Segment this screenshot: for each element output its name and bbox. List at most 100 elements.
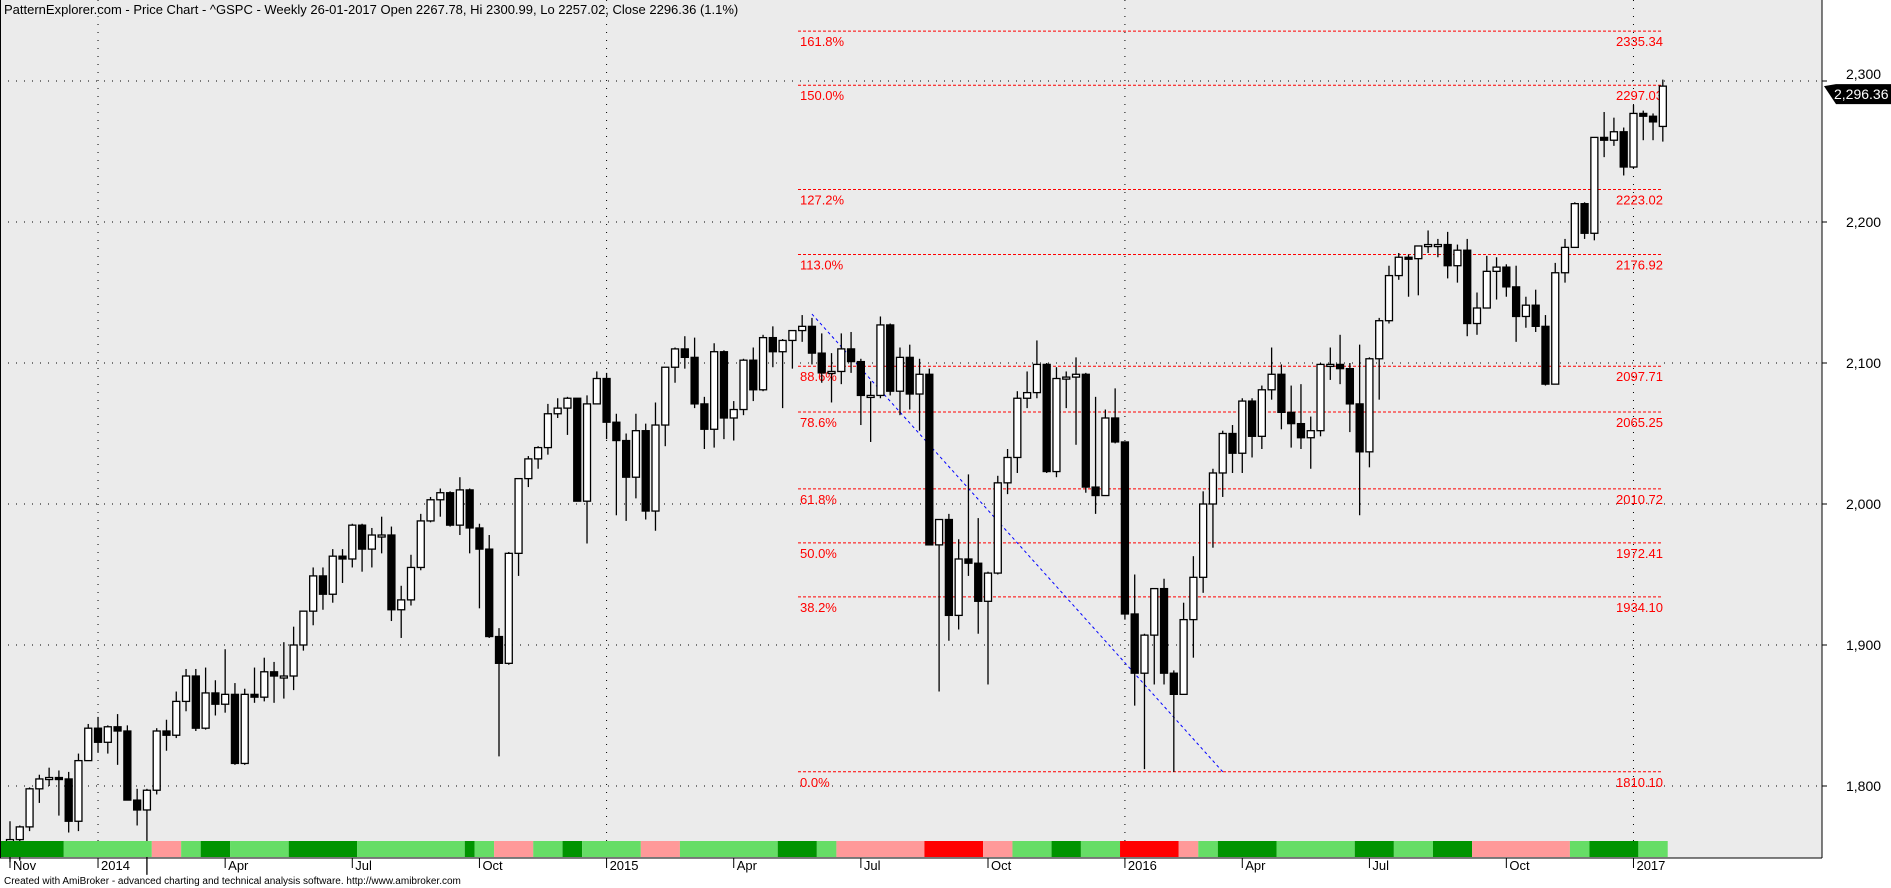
candle-down[interactable] bbox=[621, 439, 631, 478]
candle-down[interactable] bbox=[700, 403, 709, 430]
candle-up[interactable] bbox=[651, 424, 660, 512]
candle-up[interactable] bbox=[455, 489, 465, 526]
candle-up[interactable] bbox=[993, 482, 1002, 574]
candle-up[interactable] bbox=[1423, 243, 1433, 248]
candle-up[interactable] bbox=[240, 693, 249, 765]
candle-down[interactable] bbox=[1042, 363, 1051, 473]
candle-up[interactable] bbox=[103, 726, 112, 743]
candle-up[interactable] bbox=[837, 348, 846, 373]
candle-up[interactable] bbox=[1267, 373, 1276, 391]
candle-up[interactable] bbox=[1189, 576, 1198, 621]
candle-up[interactable] bbox=[1609, 131, 1619, 141]
candle-down[interactable] bbox=[1110, 417, 1120, 443]
candle-down[interactable] bbox=[387, 534, 396, 611]
candle-up[interactable] bbox=[25, 788, 34, 828]
candle-up[interactable] bbox=[563, 397, 572, 409]
candle-down[interactable] bbox=[807, 325, 817, 354]
candle-up[interactable] bbox=[631, 430, 641, 478]
candle-up[interactable] bbox=[504, 552, 513, 664]
candle-up[interactable] bbox=[1062, 376, 1071, 380]
candle-up[interactable] bbox=[1179, 618, 1188, 695]
candle-up[interactable] bbox=[1570, 203, 1579, 249]
candle-up[interactable] bbox=[798, 325, 807, 332]
candle-down[interactable] bbox=[485, 548, 494, 638]
candle-up[interactable] bbox=[152, 730, 161, 791]
candle-up[interactable] bbox=[436, 492, 445, 501]
candle-down[interactable] bbox=[357, 524, 367, 550]
candle-up[interactable] bbox=[1482, 270, 1491, 309]
candle-down[interactable] bbox=[1228, 432, 1237, 454]
candle-down[interactable] bbox=[318, 575, 328, 595]
candle-up[interactable] bbox=[348, 524, 357, 560]
candle-down[interactable] bbox=[817, 352, 826, 374]
candle-up[interactable] bbox=[1101, 417, 1110, 497]
candle-down[interactable] bbox=[1091, 486, 1100, 497]
candle-up[interactable] bbox=[1022, 391, 1032, 399]
candle-down[interactable] bbox=[269, 671, 279, 677]
candle-up[interactable] bbox=[1052, 377, 1061, 473]
candle-down[interactable] bbox=[1541, 325, 1550, 385]
candle-down[interactable] bbox=[1619, 131, 1628, 168]
candle-down[interactable] bbox=[1443, 243, 1452, 267]
candle-down[interactable] bbox=[475, 527, 484, 550]
candle-up[interactable] bbox=[1472, 307, 1482, 325]
candle-up[interactable] bbox=[1218, 432, 1227, 474]
candle-down[interactable] bbox=[573, 397, 582, 502]
candle-up[interactable] bbox=[1394, 256, 1403, 277]
candle-down[interactable] bbox=[602, 377, 611, 423]
candle-up[interactable] bbox=[592, 377, 601, 405]
candle-up[interactable] bbox=[1492, 266, 1501, 272]
candle-down[interactable] bbox=[1463, 249, 1472, 325]
candle-down[interactable] bbox=[1247, 400, 1257, 437]
candle-down[interactable] bbox=[1511, 286, 1521, 318]
candle-up[interactable] bbox=[1208, 472, 1218, 505]
candle-down[interactable] bbox=[1296, 422, 1306, 439]
candle-down[interactable] bbox=[1120, 441, 1130, 615]
candle-down[interactable] bbox=[1335, 363, 1345, 370]
candle-down[interactable] bbox=[846, 348, 856, 363]
candle-down[interactable] bbox=[494, 635, 504, 664]
candle-up[interactable] bbox=[983, 572, 993, 602]
candle-down[interactable] bbox=[690, 356, 699, 405]
candle-up[interactable] bbox=[397, 599, 406, 611]
candle-up[interactable] bbox=[1560, 246, 1570, 274]
candle-up[interactable] bbox=[1013, 397, 1022, 459]
candle-up[interactable] bbox=[426, 499, 435, 522]
candle-down[interactable] bbox=[230, 693, 240, 765]
candle-up[interactable] bbox=[670, 348, 680, 368]
candle-up[interactable] bbox=[260, 671, 269, 698]
candle-up[interactable] bbox=[1032, 363, 1042, 394]
candle-down[interactable] bbox=[445, 492, 455, 526]
candle-down[interactable] bbox=[886, 324, 895, 392]
candle-up[interactable] bbox=[1433, 243, 1443, 248]
candle-down[interactable] bbox=[856, 360, 866, 397]
candle-up[interactable] bbox=[367, 534, 377, 550]
candle-up[interactable] bbox=[74, 759, 83, 822]
candle-up[interactable] bbox=[778, 339, 787, 353]
candle-up[interactable] bbox=[1071, 373, 1081, 378]
candle-up[interactable] bbox=[514, 477, 523, 554]
candle-up[interactable] bbox=[15, 826, 24, 841]
candle-up[interactable] bbox=[1551, 272, 1560, 385]
candle-up[interactable] bbox=[1521, 304, 1531, 318]
candle-up[interactable] bbox=[1384, 274, 1394, 322]
candle-up[interactable] bbox=[201, 692, 210, 729]
candle-up[interactable] bbox=[954, 558, 963, 617]
candle-down[interactable] bbox=[465, 489, 474, 529]
candle-up[interactable] bbox=[1375, 320, 1384, 360]
candle-up[interactable] bbox=[1003, 456, 1012, 484]
candle-up[interactable] bbox=[661, 366, 670, 426]
candle-down[interactable] bbox=[64, 778, 73, 822]
candle-down[interactable] bbox=[1639, 112, 1648, 117]
candle-down[interactable] bbox=[54, 776, 64, 781]
candle-down[interactable] bbox=[1159, 587, 1169, 674]
candle-down[interactable] bbox=[338, 555, 347, 560]
candle-down[interactable] bbox=[964, 558, 973, 564]
candle-down[interactable] bbox=[641, 430, 650, 512]
candle-down[interactable] bbox=[1502, 266, 1511, 288]
candle-up[interactable] bbox=[524, 458, 533, 480]
candle-up[interactable] bbox=[299, 610, 308, 646]
candle-up[interactable] bbox=[1199, 503, 1208, 578]
candle-down[interactable] bbox=[162, 730, 171, 736]
